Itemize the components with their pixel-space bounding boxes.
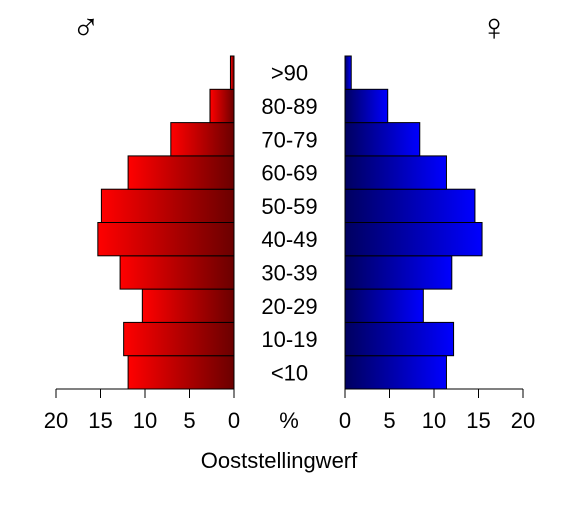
male-x-axis: 0 5 10 15 20 [44, 388, 240, 433]
female-x-axis: 0 5 10 15 20 [339, 388, 535, 433]
female-bar [344, 222, 483, 257]
age-group-label: <10 [271, 360, 308, 385]
female-axis-tick-label: 15 [466, 408, 490, 433]
female-bars [344, 55, 483, 390]
female-axis-tick-label: 0 [339, 408, 351, 433]
female-bar [344, 255, 453, 290]
age-group-label: 60-69 [261, 161, 317, 186]
age-group-label: 50-59 [261, 194, 317, 219]
age-group-label: >90 [271, 61, 308, 86]
female-bar [344, 88, 389, 124]
male-axis-tick-label: 15 [88, 408, 112, 433]
female-bar [344, 155, 447, 190]
female-axis-tick-label: 5 [383, 408, 395, 433]
male-bars [97, 55, 235, 390]
male-bar [229, 55, 235, 90]
age-group-label: 40-49 [261, 227, 317, 252]
age-group-label: 10-19 [261, 327, 317, 352]
female-bar [344, 355, 447, 390]
female-bar [344, 321, 455, 357]
male-bar [209, 88, 235, 124]
male-axis-tick-label: 0 [228, 408, 240, 433]
age-group-label: 30-39 [261, 260, 317, 285]
male-bar [123, 321, 235, 357]
male-axis-tick-label: 10 [133, 408, 157, 433]
male-bar [127, 155, 235, 190]
female-bar [344, 188, 476, 223]
male-bar [97, 222, 235, 257]
age-group-label: 70-79 [261, 127, 317, 152]
male-bar [141, 288, 235, 323]
male-bar [119, 255, 235, 290]
age-group-labels: <10 10-19 20-29 30-39 40-49 50-59 60-69 70-79 80… [261, 61, 317, 386]
female-symbol: ♀ [480, 7, 509, 49]
chart-title: Ooststellingwerf [201, 448, 358, 473]
male-axis-tick-label: 20 [44, 408, 68, 433]
female-bar [344, 55, 352, 90]
female-bar [344, 288, 424, 323]
age-group-label: 80-89 [261, 94, 317, 119]
male-bar [170, 122, 235, 157]
percent-unit-label: % [279, 408, 299, 433]
female-axis-tick-label: 10 [422, 408, 446, 433]
male-bar [100, 188, 235, 223]
male-symbol: ♂ [72, 7, 101, 49]
female-axis-tick-label: 20 [511, 408, 535, 433]
male-axis-tick-label: 5 [183, 408, 195, 433]
age-group-label: 20-29 [261, 294, 317, 319]
female-bar [344, 122, 421, 157]
male-bar [127, 355, 235, 390]
